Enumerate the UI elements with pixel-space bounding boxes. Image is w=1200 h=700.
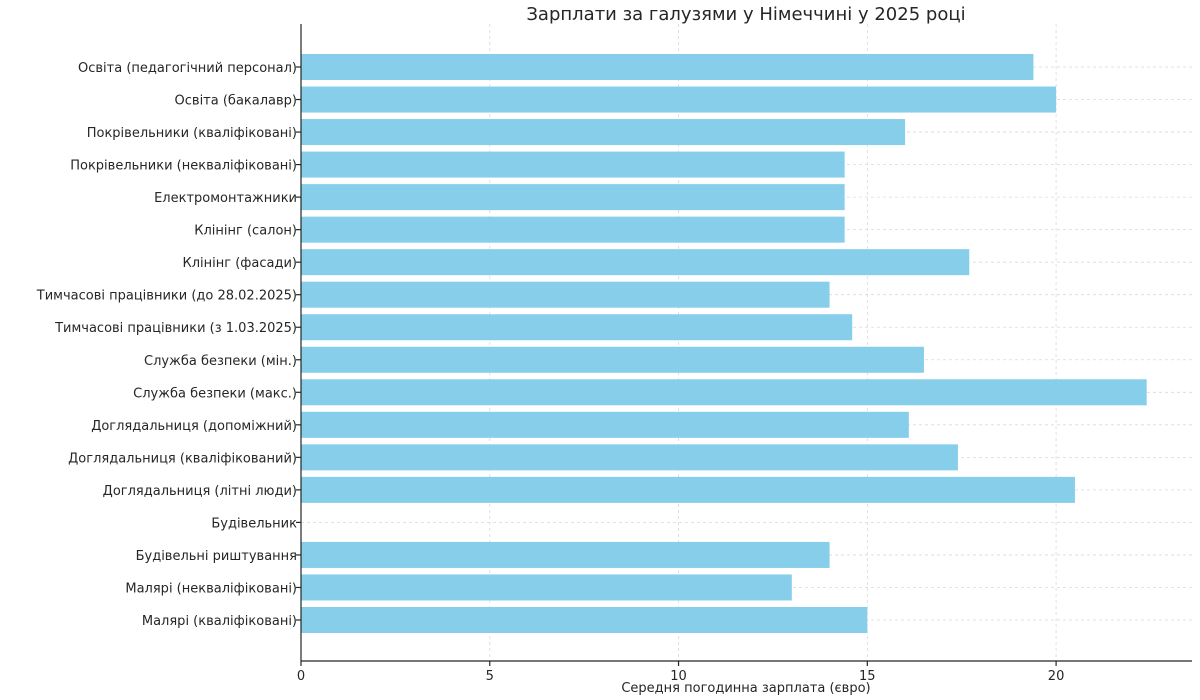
y-tick-label: Клінінг (фасади)	[183, 256, 298, 271]
y-tick-label: Малярі (некваліфіковані)	[125, 581, 297, 596]
chart-title: Зарплати за галузями у Німеччині у 2025 …	[526, 4, 965, 25]
bar	[301, 476, 1075, 503]
y-tick-label: Служба безпеки (мін.)	[144, 354, 297, 369]
y-tick-label: Освіта (педагогічний персонал)	[78, 61, 297, 76]
y-tick-label: Тимчасові працівники (до 28.02.2025)	[36, 289, 297, 304]
bar	[301, 379, 1147, 406]
bar	[301, 249, 970, 276]
bar	[301, 151, 845, 178]
bar	[301, 444, 958, 471]
y-tick-label: Будівельні риштування	[136, 549, 297, 564]
y-tick-label: Доглядальниця (літні люди)	[103, 484, 297, 499]
x-tick-label: 15	[859, 669, 876, 684]
y-tick-label: Служба безпеки (макс.)	[133, 386, 297, 401]
x-tick-label: 5	[486, 669, 494, 684]
y-tick-label: Малярі (кваліфіковані)	[142, 614, 297, 629]
y-tick-label: Покрівельники (кваліфіковані)	[87, 126, 297, 141]
y-tick-label: Освіта (бакалавр)	[175, 94, 297, 109]
bar	[301, 346, 924, 373]
y-tick-label: Клінінг (салон)	[194, 224, 297, 239]
bar	[301, 281, 830, 308]
bar	[301, 606, 868, 634]
bar	[301, 53, 1034, 81]
y-tick-label: Доглядальниця (кваліфікований)	[68, 451, 297, 466]
bar	[301, 314, 853, 341]
y-tick-label: Доглядальниця (допоміжний)	[91, 419, 297, 434]
y-tick-label: Покрівельники (некваліфіковані)	[70, 159, 297, 174]
x-tick-labels: 0 5 10 15 20	[297, 661, 1064, 684]
bar	[301, 541, 830, 568]
x-tick-label: 10	[670, 669, 687, 684]
bar	[301, 86, 1057, 113]
y-tick-label: Будівельник	[211, 516, 297, 531]
x-tick-label: 20	[1048, 669, 1065, 684]
y-tick-labels: Освіта (педагогічний персонал) Освіта (ба…	[36, 61, 301, 629]
x-axis-label: Середня погодинна зарплата (євро)	[621, 681, 870, 696]
bar	[301, 411, 909, 438]
y-tick-label: Електромонтажники	[154, 191, 297, 206]
bar	[301, 119, 906, 146]
bars	[301, 53, 1147, 634]
bar	[301, 216, 845, 243]
bar	[301, 184, 845, 211]
x-tick-label: 0	[297, 669, 305, 684]
y-tick-label: Тимчасові працівники (з 1.03.2025)	[54, 321, 297, 336]
bar	[301, 574, 792, 601]
